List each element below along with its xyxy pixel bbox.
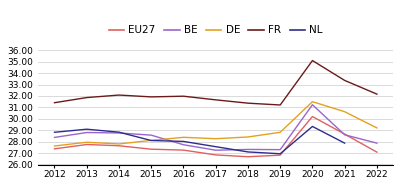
- EU27: [84, 143, 89, 146]
- FR: [84, 97, 89, 99]
- BE: [278, 149, 283, 151]
- Line: DE: DE: [54, 102, 377, 146]
- BE: [116, 132, 121, 134]
- NL: [181, 140, 186, 142]
- BE: [181, 144, 186, 146]
- Line: BE: BE: [54, 105, 377, 150]
- DE: [181, 136, 186, 138]
- NL: [310, 125, 315, 128]
- FR: [116, 94, 121, 96]
- NL: [116, 131, 121, 133]
- EU27: [310, 115, 315, 118]
- BE: [84, 131, 89, 134]
- BE: [246, 148, 250, 150]
- FR: [342, 79, 347, 81]
- Legend: EU27, BE, DE, FR, NL: EU27, BE, DE, FR, NL: [104, 21, 327, 40]
- DE: [374, 127, 379, 129]
- DE: [342, 111, 347, 113]
- FR: [278, 104, 283, 106]
- FR: [213, 99, 218, 101]
- DE: [310, 101, 315, 103]
- FR: [310, 60, 315, 62]
- EU27: [149, 148, 154, 150]
- FR: [52, 102, 57, 104]
- FR: [374, 93, 379, 95]
- NL: [52, 131, 57, 133]
- DE: [84, 141, 89, 143]
- EU27: [116, 145, 121, 147]
- NL: [213, 146, 218, 148]
- EU27: [52, 148, 57, 150]
- NL: [342, 142, 347, 144]
- NL: [278, 153, 283, 155]
- Line: NL: NL: [54, 126, 345, 154]
- BE: [342, 134, 347, 136]
- Line: EU27: EU27: [54, 116, 377, 157]
- DE: [246, 136, 250, 138]
- DE: [213, 138, 218, 140]
- NL: [84, 128, 89, 130]
- NL: [246, 151, 250, 153]
- DE: [278, 131, 283, 133]
- EU27: [246, 156, 250, 158]
- BE: [310, 104, 315, 106]
- DE: [116, 143, 121, 145]
- BE: [52, 136, 57, 139]
- NL: [149, 139, 154, 142]
- FR: [181, 95, 186, 97]
- EU27: [374, 151, 379, 153]
- BE: [149, 134, 154, 136]
- EU27: [213, 154, 218, 156]
- DE: [52, 145, 57, 147]
- DE: [149, 139, 154, 142]
- Line: FR: FR: [54, 61, 377, 105]
- BE: [213, 149, 218, 151]
- EU27: [181, 149, 186, 151]
- FR: [149, 96, 154, 98]
- EU27: [342, 133, 347, 135]
- BE: [374, 142, 379, 144]
- EU27: [278, 154, 283, 156]
- FR: [246, 102, 250, 104]
